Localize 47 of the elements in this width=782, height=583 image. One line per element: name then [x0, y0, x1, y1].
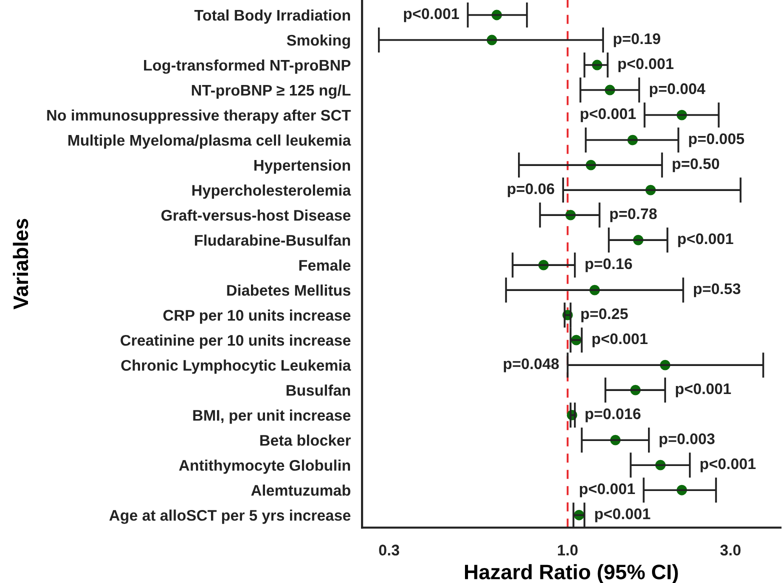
annotation: p=0.53 — [694, 283, 740, 298]
y-tick-label: Antithymocyte Globulin — [179, 460, 350, 474]
y-tick-label: Fludarabine-Busulfan — [194, 234, 350, 246]
y-tick-label: Graft-versus-host Disease — [161, 210, 350, 221]
y-tick-label: NT-proBNP ≥ 125 ng/L — [192, 84, 350, 99]
y-tick-label: Smoking — [286, 34, 350, 49]
annotation: p<0.001 — [580, 483, 635, 498]
annotation: p<0.001 — [678, 233, 734, 248]
y-tick-label: Beta blocker — [260, 434, 351, 446]
annotation: p<0.001 — [618, 58, 674, 72]
y-tick-label: Busulfan — [286, 384, 350, 396]
y-tick-label: CRP per 10 units increase — [163, 310, 350, 324]
y-tick-label: Hypertension — [254, 160, 350, 174]
annotation: p=0.50 — [672, 158, 720, 172]
x-tick-label: 3.0 — [720, 544, 741, 556]
y-tick-label: BMI, per unit increase — [193, 410, 350, 424]
y-tick-label: Female — [299, 260, 350, 271]
y-tick-label: Log-transformed NT-proBNP — [144, 59, 350, 74]
annotation: p=0.78 — [610, 208, 657, 222]
y-tick-label: Hypercholesterolemia — [192, 184, 352, 199]
annotation: p=0.16 — [586, 258, 632, 272]
annotation: p<0.001 — [676, 383, 731, 398]
annotation: p=0.003 — [660, 433, 715, 448]
annotation: p=0.25 — [581, 308, 628, 322]
y-axis-title: Variables — [12, 218, 28, 310]
y-tick-label: Creatinine per 10 units increase — [120, 334, 350, 349]
annotation: p<0.001 — [595, 508, 650, 522]
y-tick-label: Total Body Irradiation — [194, 9, 350, 24]
annotation: p=0.004 — [650, 83, 706, 98]
y-tick-label: Multiple Myeloma/plasma cell leukemia — [68, 134, 352, 149]
annotation: p<0.001 — [404, 8, 460, 22]
annotation: p<0.001 — [580, 108, 636, 122]
x-tick-label: 1.0 — [558, 544, 578, 556]
annotation: p=0.005 — [689, 133, 744, 148]
annotation: p<0.001 — [700, 458, 756, 472]
annotation: p<0.001 — [592, 333, 648, 348]
annotation: p=0.06 — [508, 183, 554, 198]
y-tick-label: Age at alloSCT per 5 yrs increase — [109, 510, 350, 524]
y-tick-label: Chronic Lymphocytic Leukemia — [121, 360, 352, 374]
annotation: p=0.016 — [586, 408, 641, 422]
annotation: p=0.19 — [614, 33, 660, 48]
y-tick-label: No immunosuppressive therapy after SCT — [47, 109, 351, 124]
annotation: p=0.048 — [504, 358, 559, 372]
x-tick-label: 0.3 — [379, 544, 400, 556]
x-axis-title: Hazard Ratio (95% CI) — [464, 564, 678, 583]
y-tick-label: Alemtuzumab — [251, 484, 350, 496]
y-tick-label: Diabetes Mellitus — [227, 284, 350, 296]
